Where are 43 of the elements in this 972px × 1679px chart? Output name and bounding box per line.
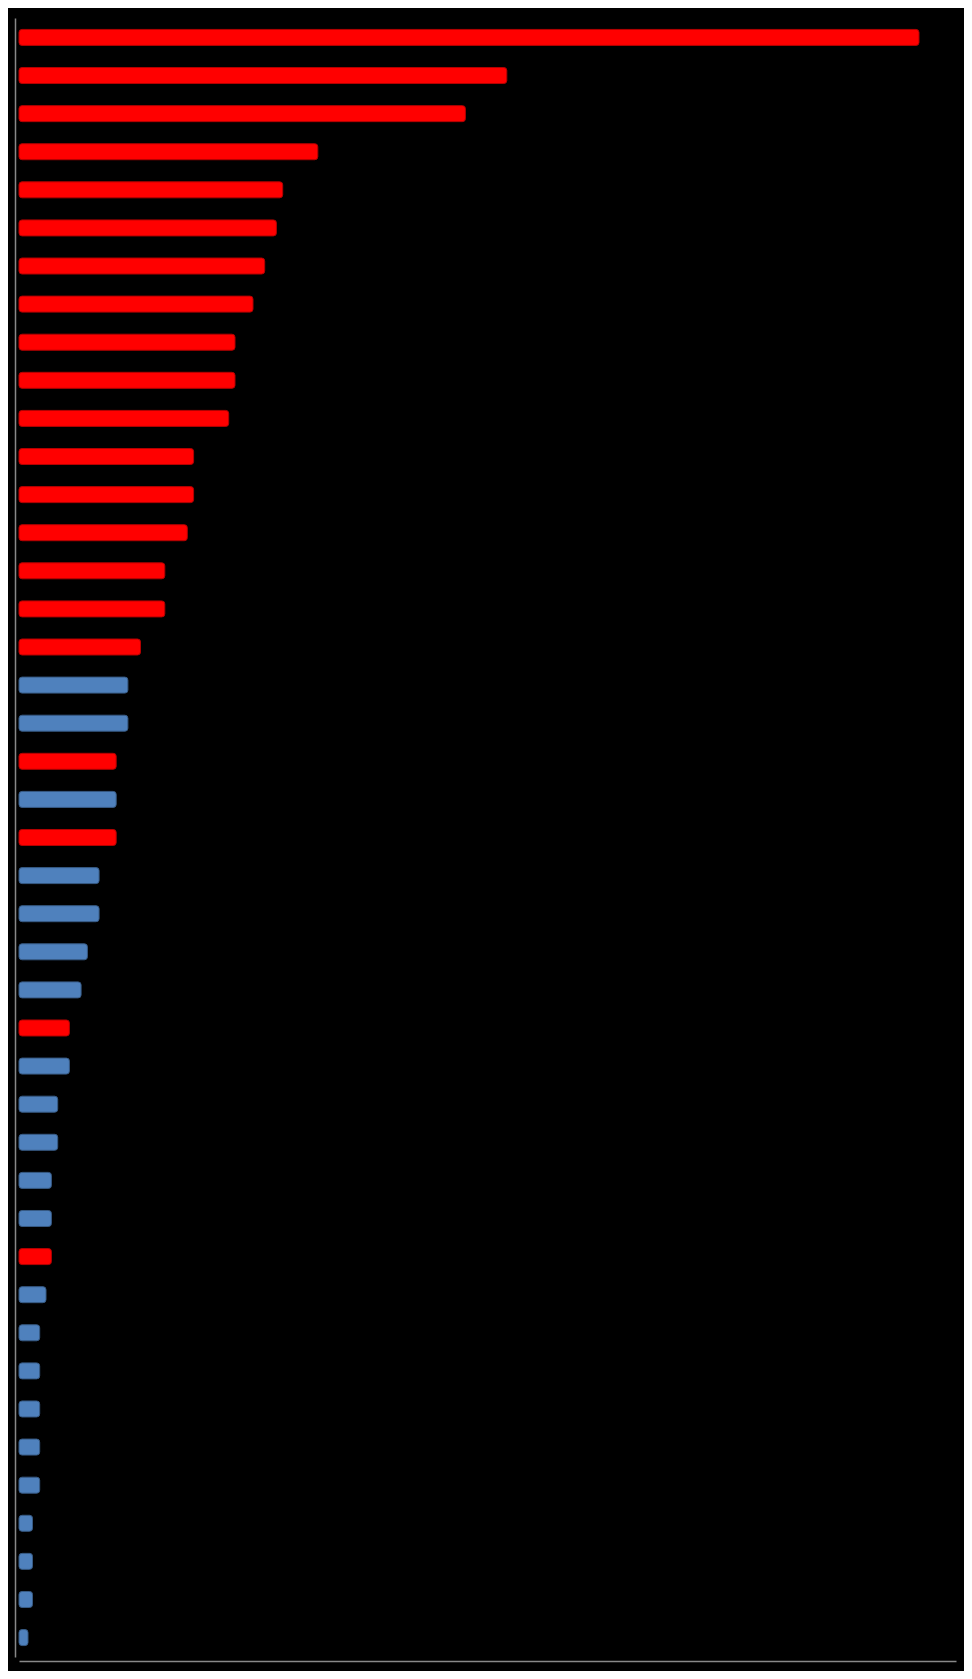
bar [18, 219, 277, 237]
bar [18, 486, 195, 504]
bar [18, 1248, 52, 1266]
bar [18, 371, 236, 389]
bar [18, 600, 166, 618]
bar [18, 28, 920, 46]
bar [18, 1438, 41, 1456]
bar [18, 1552, 33, 1570]
bar [18, 1324, 41, 1342]
bar [18, 943, 88, 961]
bar [18, 333, 236, 351]
bar [18, 143, 319, 161]
bar [18, 905, 100, 923]
bar [18, 257, 266, 275]
bar [18, 829, 117, 846]
bar [18, 1019, 70, 1037]
bar [18, 752, 117, 770]
bar [18, 409, 230, 427]
bar [18, 981, 82, 999]
bar [18, 790, 117, 808]
bar [18, 67, 508, 85]
bar [18, 1133, 59, 1151]
bar [18, 1286, 47, 1304]
bar [18, 1209, 52, 1227]
bar [18, 1629, 29, 1647]
bar [18, 1514, 33, 1532]
bar [18, 1095, 59, 1113]
bar [18, 295, 254, 313]
bar [18, 1400, 41, 1418]
bar [18, 562, 166, 580]
bar [18, 105, 466, 123]
bar [18, 181, 284, 199]
bar [18, 524, 188, 542]
bar [18, 448, 195, 466]
bar [18, 714, 129, 732]
bar [18, 638, 141, 656]
bar [18, 1362, 41, 1380]
bar [18, 1590, 33, 1608]
bar [18, 1476, 41, 1494]
bar [18, 867, 100, 885]
bar [18, 1057, 70, 1075]
bar [18, 676, 129, 694]
bar [18, 1171, 52, 1189]
